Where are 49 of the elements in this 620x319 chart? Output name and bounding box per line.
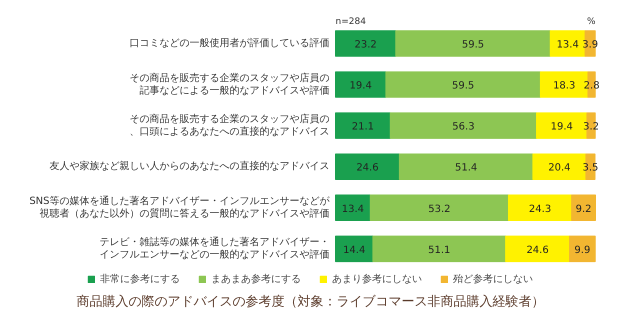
data-label: 51.1 [428,244,450,256]
legend-label: 殆ど参考にしない [453,272,533,286]
bar [395,30,551,57]
bar [335,153,400,180]
data-label: 23.2 [354,40,377,51]
annotation: n=284 [336,17,366,28]
bar [335,236,374,262]
data-label: 59.5 [452,80,474,92]
data-label: 53.2 [428,204,451,215]
bar [335,112,391,139]
data-label: 20.4 [548,162,571,174]
data-label: 19.4 [350,80,372,92]
data-label: 14.4 [343,244,366,256]
y-tick-label: その商品を販売する企業のスタッフや店員の、口頭によるあなたへの直接的なアドバイス [130,112,330,138]
data-label: 24.3 [528,204,552,215]
y-tick-label: テレビ・雑誌等の媒体を通した著名アドバイザー・インフルエンサーなどの一般的なアドバイスや評価 [100,236,330,261]
bar [385,71,541,98]
y-tick-label: SNS等の媒体を通した著名アドバイザー・インフルエンサーなどが視聴者（あなた以外）の質問に答える一般的なアドバイスや評価 [29,194,330,220]
legend-label: 非常に参考にする [100,272,180,286]
bar [508,194,572,222]
data-label: 13.4 [556,40,579,51]
y-tick-label: 口コミなどの一般使用者が評価している評価 [130,37,330,50]
data-label: 56.3 [452,122,475,133]
data-label: 18.3 [553,80,576,92]
bar [370,194,509,222]
bar [390,112,538,139]
y-tick-label: 友人や家族など親しい人からのあなたへの直接的なアドバイス [50,160,330,172]
bar [569,236,596,262]
y-tick-label: その商品を販売する企業のスタッフや店員の記事などによる一般的なアドバイスや評価 [130,72,330,96]
data-label: 24.6 [356,162,379,174]
bar [398,153,534,180]
annotation: % [586,17,596,28]
bar [571,194,596,222]
bar [335,30,396,57]
data-label: 9.9 [574,244,590,256]
data-label: 21.1 [352,122,374,133]
bar [335,71,386,98]
bar [372,236,506,262]
legend-label: まあまあ参考にする [211,272,301,286]
legend-label: あまり参考にしない [332,272,422,286]
bar [505,236,570,262]
data-label: 59.5 [462,40,484,51]
data-label: 19.4 [550,122,573,133]
text: 商品購入の際のアドバイスの参考度（対象：ライブコマース非商品購入経験者） [76,294,544,310]
data-label: 24.6 [526,244,549,256]
data-label: 9.2 [576,204,592,215]
data-label: 51.4 [455,162,478,174]
data-label: 13.4 [342,204,364,215]
bar [335,194,371,222]
